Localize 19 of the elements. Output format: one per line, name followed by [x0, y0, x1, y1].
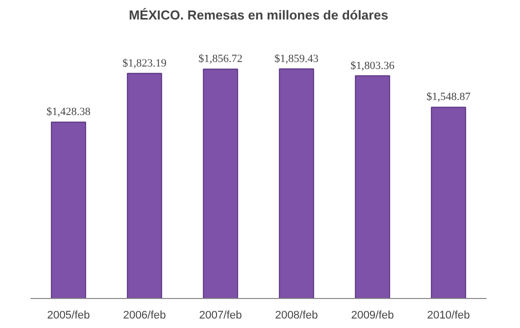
data-label: $1,859.43: [274, 52, 319, 65]
x-tick-label: 2008/feb: [275, 310, 318, 322]
data-label: $1,548.87: [426, 91, 471, 104]
x-tick-label: 2007/feb: [199, 310, 242, 322]
bar: [430, 106, 466, 298]
bar: [202, 68, 238, 298]
data-label: $1,428.38: [46, 106, 91, 118]
data-label: $1,803.36: [350, 60, 395, 72]
data-label: $1,823.19: [122, 57, 167, 70]
chart-title: MÉXICO. Remesas en millones de dólares: [128, 8, 388, 22]
bar: [278, 68, 314, 298]
bar: [354, 75, 390, 298]
x-tick-label: 2005/feb: [47, 310, 90, 322]
x-tick-label: 2009/feb: [351, 310, 394, 322]
bar: [50, 122, 86, 298]
x-tick-label: 2006/feb: [123, 310, 166, 322]
bar: [126, 72, 162, 298]
data-label: $1,856.72: [198, 53, 242, 66]
x-tick-label: 2010/feb: [427, 310, 470, 322]
